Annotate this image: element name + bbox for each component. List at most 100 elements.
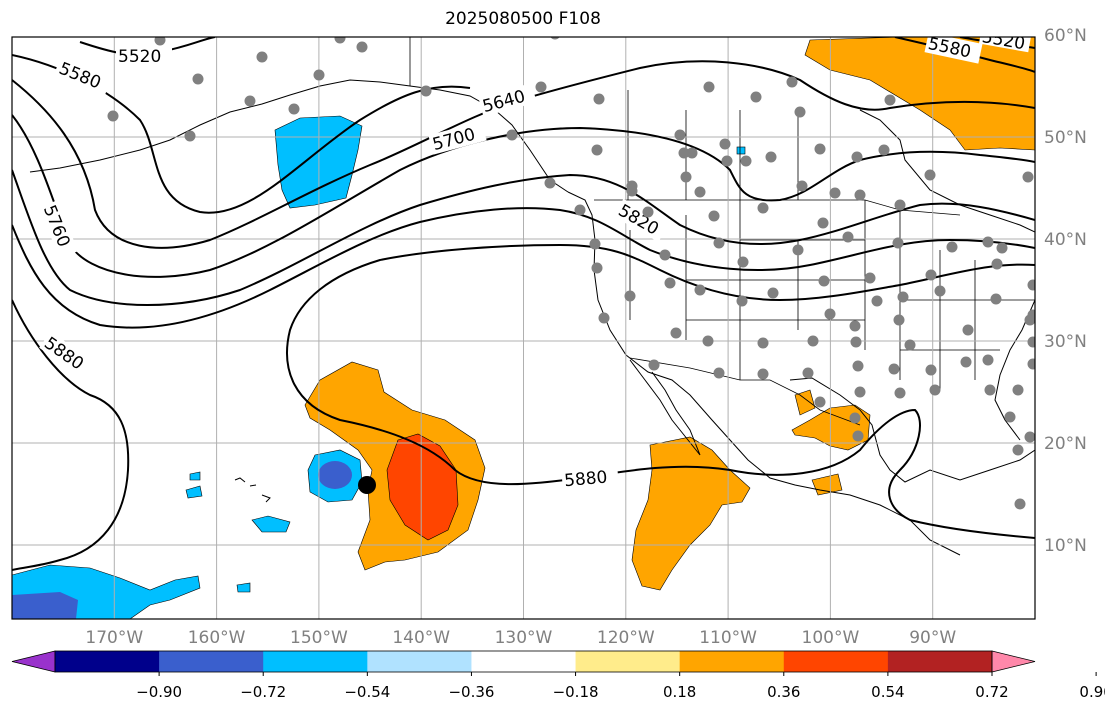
station-dot (719, 138, 731, 150)
station-dot (184, 130, 196, 142)
station-dot (694, 284, 706, 296)
station-dot (626, 185, 638, 197)
station-dot (737, 256, 749, 268)
station-dot (794, 106, 806, 118)
station-dot (984, 384, 996, 396)
colorbar-tick-label: −0.36 (448, 683, 494, 701)
station-dot (593, 93, 605, 105)
station-dot (1022, 171, 1034, 183)
coastlines (29, 79, 1035, 556)
colorbar-tick-label: −0.18 (553, 683, 599, 701)
station-dot (550, 37, 560, 40)
contour-5820 (12, 207, 1035, 329)
station-dot (664, 277, 676, 289)
station-dot (1014, 498, 1026, 510)
station-dot (356, 41, 368, 53)
longitude-tick-label: 130°W (495, 628, 553, 648)
colorbar-segment (263, 651, 368, 672)
contour-5700 (12, 114, 1035, 278)
station-dot (904, 339, 916, 351)
anomaly-negative-patch (251, 515, 291, 533)
station-dot (946, 241, 958, 253)
station-dot (598, 312, 610, 324)
station-dot (1027, 309, 1035, 321)
station-dot (702, 335, 714, 347)
station-dot (591, 144, 603, 156)
station-dot (1024, 431, 1035, 443)
station-dot (624, 290, 636, 302)
station-dot (1012, 444, 1024, 456)
station-dot (757, 202, 769, 214)
station-dot (924, 169, 936, 181)
colorbar-segment (159, 651, 264, 672)
canada-us-border (594, 199, 961, 216)
anomaly-negative-patch (236, 582, 251, 593)
latitude-tick-label: 20°N (1044, 434, 1087, 454)
station-dot (589, 238, 601, 250)
us-mexico-border (629, 357, 861, 426)
station-dot (960, 356, 972, 368)
station-dot (107, 110, 119, 122)
station-dot (713, 237, 725, 249)
station-dot (708, 210, 720, 222)
colorbar-tick-label: −0.72 (240, 683, 286, 701)
colorbar-frame (54, 650, 993, 673)
station-dot (849, 412, 861, 424)
latitude-tick-label: 60°N (1044, 26, 1087, 46)
station-dot (854, 386, 866, 398)
station-dot (648, 359, 660, 371)
hawaii-islands (234, 477, 271, 503)
station-dot (721, 155, 733, 167)
colorbar-extend-high (991, 650, 1036, 673)
station-dot (851, 151, 863, 163)
station-dot (740, 155, 752, 167)
map-frame (11, 36, 1036, 620)
map-title: 2025080500 F108 (445, 9, 601, 29)
station-dot (818, 275, 830, 287)
station-dot (894, 387, 906, 399)
colorbar-tick-label: 0.36 (767, 683, 800, 701)
station-dot (678, 147, 690, 159)
anomaly-negative-southwest-core (12, 592, 78, 619)
station-markers (107, 37, 1035, 510)
station-dot (829, 187, 841, 199)
station-dot (892, 237, 904, 249)
north-america-west-coast (567, 191, 961, 556)
station-dot (814, 396, 826, 408)
graticule (12, 37, 1035, 619)
colorbar-tick-label: 0.72 (975, 683, 1008, 701)
station-dot (871, 295, 883, 307)
longitude-tick-label: 120°W (597, 628, 655, 648)
station-dot (686, 147, 698, 159)
longitude-ticks: 170°W 160°W 150°W 140°W 130°W 120°W 110°W 100°W… (85, 628, 956, 648)
north-america-gulf-coast (789, 377, 1035, 483)
station-dot (786, 76, 798, 88)
colorbar-tick-label: 0.18 (663, 683, 696, 701)
longitude-tick-label: 110°W (699, 628, 757, 648)
station-dot (934, 285, 946, 297)
station-dot (703, 81, 715, 93)
colorbar-segment (575, 651, 681, 672)
longitude-tick-label: 140°W (392, 628, 450, 648)
station-dot (574, 204, 586, 216)
contour-label: 5880 (563, 468, 608, 492)
station-dot (757, 337, 769, 349)
station-dot (757, 368, 769, 380)
station-dot (1027, 336, 1035, 348)
station-dot (929, 384, 941, 396)
station-dot (736, 295, 748, 307)
station-dot (925, 269, 937, 281)
station-dot (982, 354, 994, 366)
station-dot (884, 94, 896, 106)
station-dot (925, 364, 937, 376)
anomaly-negative-small (736, 146, 746, 155)
contour-label: 5520 (118, 47, 161, 67)
station-dot (713, 367, 725, 379)
station-dot (670, 327, 682, 339)
contour-5580-east (894, 37, 1035, 73)
colorbar-tick-label: −0.90 (136, 683, 182, 701)
station-dot (864, 272, 876, 284)
station-dot (982, 236, 994, 248)
station-dot (313, 69, 325, 81)
